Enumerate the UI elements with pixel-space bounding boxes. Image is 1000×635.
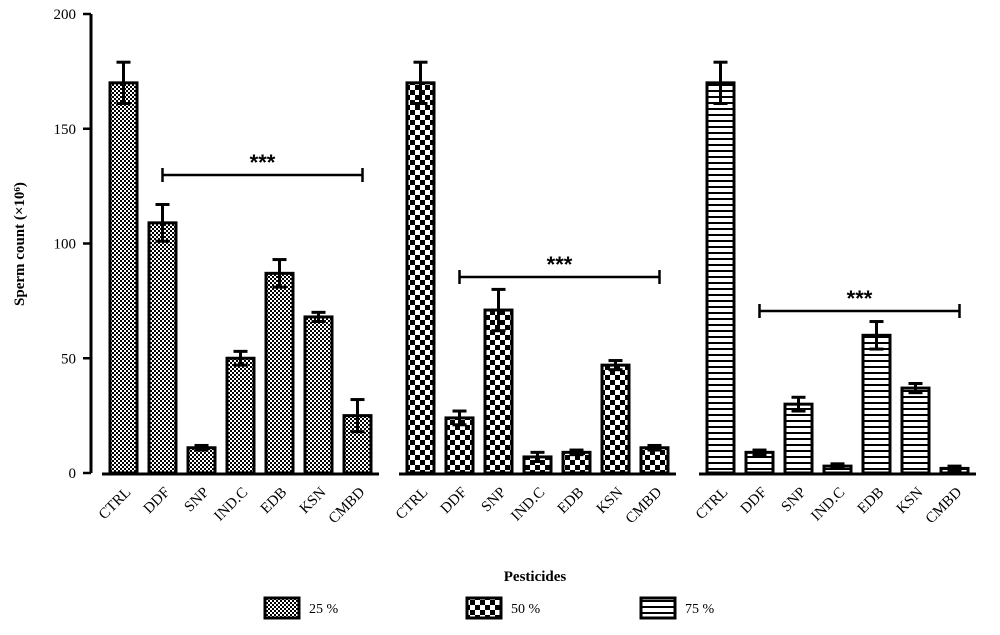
y-tick-label: 0 (69, 466, 77, 482)
category-label: KSN (297, 484, 330, 517)
bar (147, 221, 178, 475)
y-tick-label: 150 (54, 122, 77, 138)
bar (900, 386, 931, 475)
significance-label: *** (547, 252, 573, 277)
legend-label: 50 % (511, 602, 541, 617)
bar (705, 81, 736, 475)
y-ticks: 0 50 100 150 200 (54, 7, 91, 482)
error-bars (116, 60, 962, 473)
category-label: SNP (182, 485, 213, 516)
x-axis-label: Pesticides (504, 569, 567, 585)
category-label: KSN (594, 484, 627, 517)
category-label: DDF (438, 485, 471, 518)
bar (861, 333, 892, 475)
y-tick-label: 200 (54, 7, 77, 23)
legend-swatch (639, 596, 677, 620)
category-label: EDB (555, 485, 588, 518)
category-label: CMBD (623, 484, 666, 527)
category-label: KSN (894, 484, 927, 517)
category-label: CTRL (693, 485, 731, 523)
legend-label: 25 % (309, 602, 339, 617)
significance-label: *** (847, 286, 873, 311)
bar (405, 81, 436, 475)
significance-label: *** (250, 150, 276, 175)
category-label: CTRL (393, 485, 431, 523)
legend-swatch (263, 596, 301, 620)
category-label: CTRL (96, 485, 134, 523)
y-axis-label: Sperm count (×10⁶) (12, 182, 28, 306)
bar (783, 402, 814, 475)
category-label: CMBD (923, 484, 966, 527)
category-label: CMBD (326, 484, 369, 527)
bar (225, 356, 256, 475)
bar (303, 315, 334, 475)
bar (600, 363, 631, 475)
category-label: IND.C (211, 485, 251, 525)
category-label: DDF (141, 485, 174, 518)
y-tick-label: 50 (61, 351, 76, 367)
category-label: IND.C (508, 485, 548, 525)
y-tick-label: 100 (54, 237, 77, 253)
category-label: SNP (779, 485, 810, 516)
category-label: IND.C (808, 485, 848, 525)
bar (264, 271, 295, 475)
bars (102, 81, 976, 476)
bar (108, 81, 139, 475)
category-label: SNP (479, 485, 510, 516)
category-label: EDB (258, 485, 291, 518)
legend-swatch (465, 596, 503, 620)
bar (483, 308, 514, 475)
legend-label: 75 % (685, 602, 715, 617)
legend: 25 % 50 % 75 % (263, 596, 715, 620)
significance-brackets: *** *** *** (161, 150, 961, 318)
category-label: EDB (855, 485, 888, 518)
category-label: DDF (738, 485, 771, 518)
